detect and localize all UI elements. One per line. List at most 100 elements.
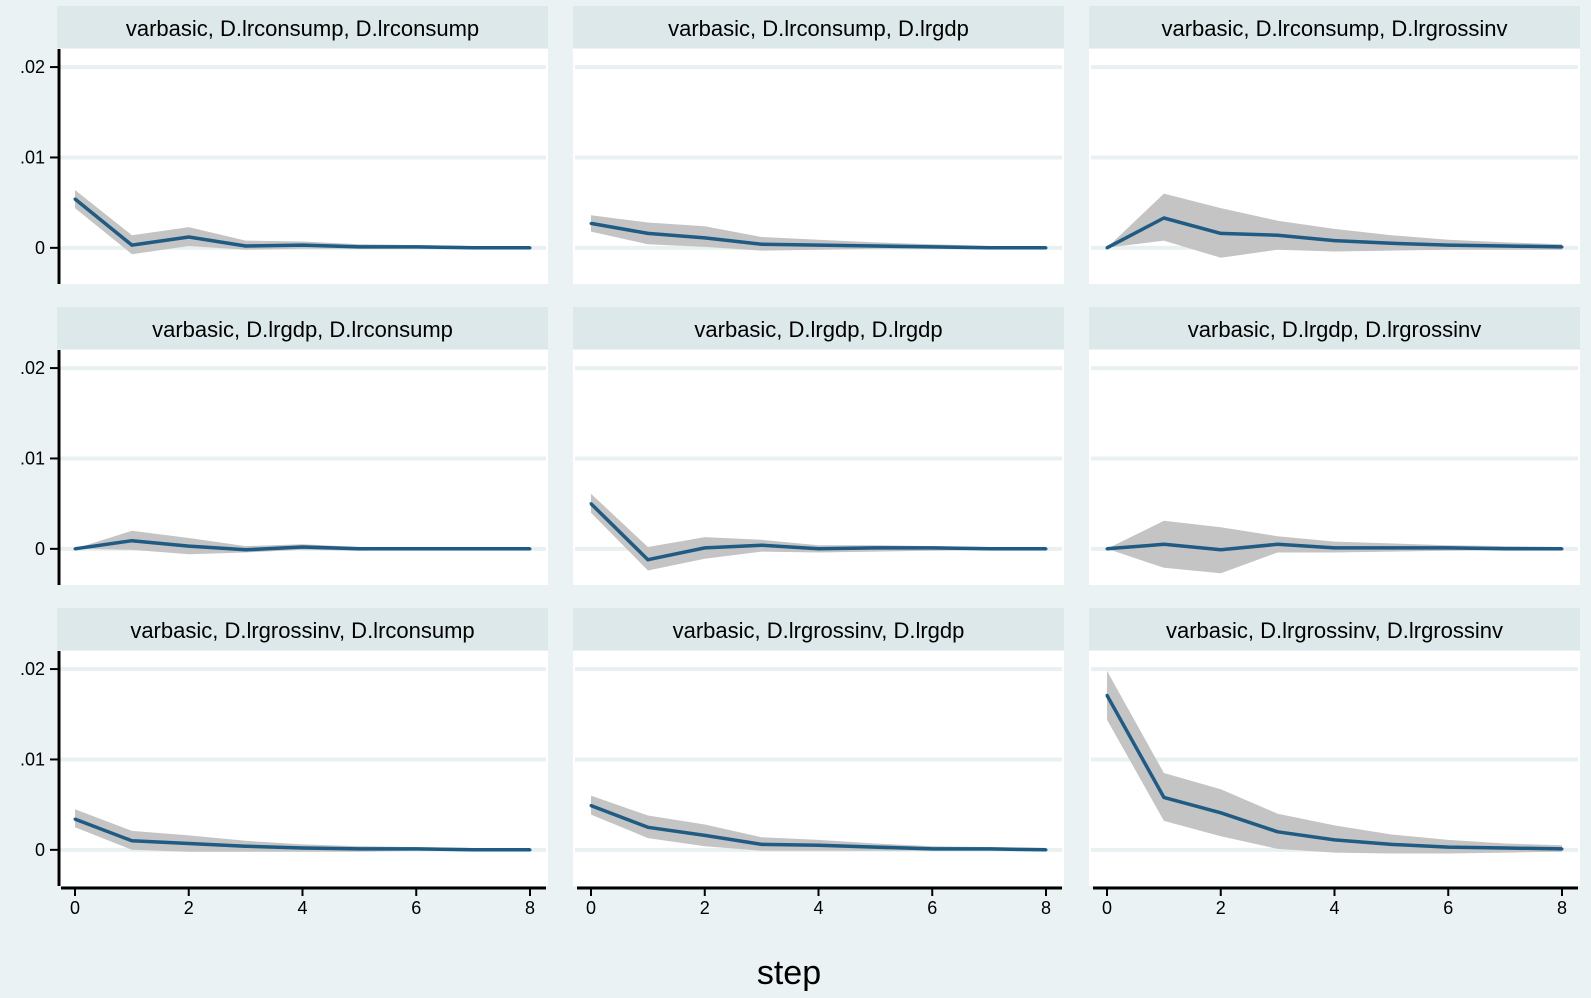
x-tick-label: 2 xyxy=(700,898,710,918)
data-point xyxy=(1389,546,1393,550)
panel: varbasic, D.lrgrossinv, D.lrconsump .02 .0… xyxy=(20,608,548,918)
data-point xyxy=(73,547,77,551)
data-point xyxy=(703,236,707,240)
y-tick-label: .02 xyxy=(20,57,45,77)
data-point xyxy=(873,244,877,248)
panel: varbasic, D.lrconsump, D.lrconsump .02 .01… xyxy=(20,6,548,284)
confidence-band xyxy=(591,215,1046,251)
data-point xyxy=(987,547,991,551)
x-tick-label: 2 xyxy=(184,898,194,918)
data-point xyxy=(873,845,877,849)
x-tick-label: 8 xyxy=(1041,898,1051,918)
data-point xyxy=(987,246,991,250)
panel-title: varbasic, D.lrgrossinv, D.lrconsump xyxy=(130,618,474,643)
panel-title-strip xyxy=(573,608,1064,650)
data-point xyxy=(528,547,532,551)
panel: varbasic, D.lrgrossinv, D.lrgrossinv 0 2 4 6… xyxy=(1089,608,1580,918)
panel: varbasic, D.lrgdp, D.lrgdp xyxy=(573,307,1064,585)
data-point xyxy=(1389,241,1393,245)
data-point xyxy=(244,844,248,848)
data-point xyxy=(589,221,593,225)
data-point xyxy=(1044,547,1048,551)
y-tick-label: .02 xyxy=(20,659,45,679)
panel-title: varbasic, D.lrconsump, D.lrgdp xyxy=(668,16,969,41)
confidence-band xyxy=(1107,193,1562,258)
data-point xyxy=(817,243,820,247)
data-point xyxy=(1333,239,1336,243)
y-tick-label: 0 xyxy=(35,840,45,860)
data-point xyxy=(1389,842,1393,846)
panel-title-strip xyxy=(1089,307,1580,349)
data-point xyxy=(244,548,248,552)
data-point xyxy=(187,544,191,548)
x-tick-label: 6 xyxy=(411,898,421,918)
data-point xyxy=(244,244,248,248)
data-point xyxy=(130,839,134,843)
data-point xyxy=(130,243,134,247)
data-point xyxy=(1162,216,1166,220)
data-point xyxy=(1276,830,1280,834)
data-point xyxy=(817,843,820,847)
panel-title: varbasic, D.lrconsump, D.lrgrossinv xyxy=(1162,16,1508,41)
panel-title: varbasic, D.lrgdp, D.lrconsump xyxy=(152,317,453,342)
data-point xyxy=(357,847,361,851)
data-point xyxy=(873,546,877,550)
panel: varbasic, D.lrgrossinv, D.lrgdp 0 2 4 6 8 xyxy=(573,608,1064,918)
panel-title-strip xyxy=(1089,6,1580,48)
panel-title-strip xyxy=(57,608,548,650)
data-point xyxy=(1503,846,1507,850)
x-tick-label: 4 xyxy=(297,898,307,918)
x-tick-label: 4 xyxy=(1329,898,1339,918)
data-point xyxy=(646,558,650,562)
data-point xyxy=(1560,245,1564,249)
data-point xyxy=(589,502,593,506)
y-tick-label: .02 xyxy=(20,358,45,378)
data-point xyxy=(187,842,191,846)
y-tick-label: .01 xyxy=(20,147,45,167)
data-point xyxy=(1044,848,1048,852)
x-tick-label: 0 xyxy=(1102,898,1112,918)
x-tick-label: 0 xyxy=(586,898,596,918)
panel-title-strip xyxy=(57,307,548,349)
data-point xyxy=(1105,246,1109,250)
panel-title: varbasic, D.lrgdp, D.lrgrossinv xyxy=(1188,317,1481,342)
confidence-band xyxy=(591,493,1046,571)
data-point xyxy=(73,817,77,821)
data-point xyxy=(1333,838,1336,842)
data-point xyxy=(1162,795,1166,799)
data-point xyxy=(1162,542,1166,546)
data-point xyxy=(1219,811,1223,815)
data-point xyxy=(1105,693,1109,697)
panel: varbasic, D.lrconsump, D.lrgdp xyxy=(573,6,1064,284)
panel-title-strip xyxy=(573,307,1064,349)
data-point xyxy=(301,545,304,549)
data-point xyxy=(646,825,650,829)
data-point xyxy=(1560,847,1564,851)
confidence-band xyxy=(75,809,530,852)
data-point xyxy=(471,547,475,551)
data-point xyxy=(703,546,707,550)
x-tick-label: 6 xyxy=(1443,898,1453,918)
x-tick-label: 8 xyxy=(525,898,535,918)
y-tick-label: .01 xyxy=(20,749,45,769)
panel-title: varbasic, D.lrconsump, D.lrconsump xyxy=(126,16,479,41)
panel-title: varbasic, D.lrgdp, D.lrgdp xyxy=(694,317,942,342)
x-tick-label: 0 xyxy=(70,898,80,918)
data-point xyxy=(646,231,650,235)
data-point xyxy=(1446,243,1450,247)
data-point xyxy=(589,804,593,808)
data-point xyxy=(528,246,532,250)
data-point xyxy=(817,547,820,551)
panel-title-strip xyxy=(573,6,1064,48)
panel: varbasic, D.lrconsump, D.lrgrossinv xyxy=(1089,6,1580,284)
x-tick-label: 4 xyxy=(813,898,823,918)
data-point xyxy=(703,833,707,837)
panel-title: varbasic, D.lrgrossinv, D.lrgdp xyxy=(673,618,965,643)
data-point xyxy=(1276,542,1280,546)
data-point xyxy=(760,842,764,846)
data-point xyxy=(1219,548,1223,552)
data-point xyxy=(1446,845,1450,849)
data-point xyxy=(930,245,934,249)
data-point xyxy=(301,243,304,247)
